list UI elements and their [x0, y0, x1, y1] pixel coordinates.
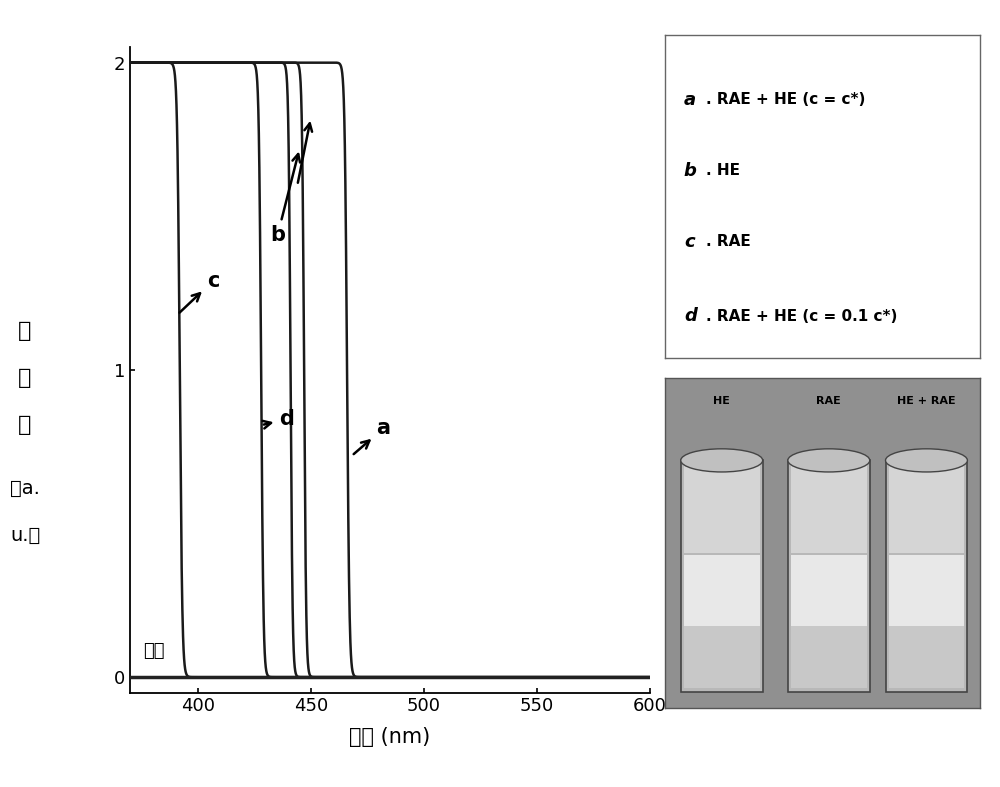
Bar: [791, 626, 867, 689]
Text: 度: 度: [18, 415, 32, 435]
Text: 吸: 吸: [18, 320, 32, 341]
Bar: [889, 556, 964, 627]
Bar: [791, 465, 867, 553]
Text: a: a: [354, 419, 390, 454]
Text: b: b: [270, 154, 300, 245]
Bar: [889, 465, 964, 553]
Text: d: d: [684, 307, 697, 325]
Text: HE: HE: [713, 396, 730, 406]
Text: 基线: 基线: [144, 641, 165, 660]
Text: 光: 光: [18, 368, 32, 388]
Bar: [791, 556, 867, 627]
Text: . HE: . HE: [706, 164, 740, 179]
Text: （a.: （a.: [10, 478, 40, 497]
Text: b: b: [684, 162, 697, 180]
Ellipse shape: [788, 449, 870, 472]
Text: HE + RAE: HE + RAE: [897, 396, 956, 406]
Bar: [681, 460, 763, 692]
X-axis label: 波长 (nm): 波长 (nm): [349, 726, 431, 747]
Text: a: a: [684, 91, 696, 109]
Text: RAE: RAE: [816, 396, 841, 406]
Text: . RAE: . RAE: [706, 235, 751, 249]
Bar: [684, 556, 760, 627]
Ellipse shape: [886, 449, 967, 472]
Text: . RAE + HE (c = 0.1 c*): . RAE + HE (c = 0.1 c*): [706, 309, 897, 323]
Bar: [788, 460, 870, 692]
Text: u.）: u.）: [10, 526, 40, 545]
Text: c: c: [684, 233, 695, 251]
Text: . RAE + HE (c = c*): . RAE + HE (c = c*): [706, 92, 865, 108]
Ellipse shape: [681, 449, 763, 472]
Bar: [889, 626, 964, 689]
Bar: [684, 626, 760, 689]
Bar: [684, 465, 760, 553]
Text: d: d: [263, 409, 294, 429]
Bar: [886, 460, 967, 692]
Text: c: c: [179, 271, 219, 312]
